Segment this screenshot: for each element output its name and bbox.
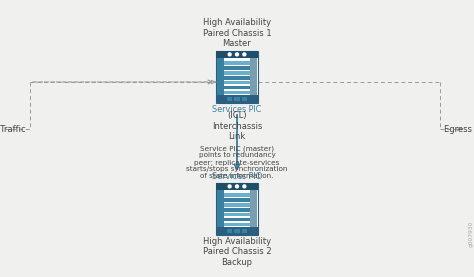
Bar [224, 223, 250, 226]
Bar [216, 95, 258, 103]
Text: (ICL)
Interchassis
Link: (ICL) Interchassis Link [212, 111, 262, 141]
Bar [224, 218, 250, 221]
Text: High Availability
Paired Chassis 1
Master: High Availability Paired Chassis 1 Maste… [203, 18, 271, 48]
Bar [250, 190, 257, 227]
Bar [242, 229, 247, 233]
Bar [216, 227, 258, 235]
Circle shape [243, 185, 246, 188]
Bar [224, 66, 250, 70]
Bar [250, 58, 257, 95]
Circle shape [236, 185, 238, 188]
Bar [224, 61, 250, 65]
Text: Services PIC: Services PIC [212, 172, 262, 181]
Bar [224, 81, 250, 84]
Bar [216, 51, 258, 103]
Bar [216, 183, 258, 235]
Text: g007930: g007930 [468, 221, 474, 247]
Bar [224, 86, 250, 89]
Text: Service PIC (master)
points to redundancy
peer; replicate-services
starts/stops : Service PIC (master) points to redundanc… [186, 145, 288, 179]
Bar [216, 183, 258, 190]
Circle shape [228, 53, 231, 56]
Bar [227, 97, 232, 101]
Text: Services PIC: Services PIC [212, 105, 262, 114]
Bar [224, 91, 250, 94]
Text: Ingress Traffic: Ingress Traffic [0, 124, 26, 134]
Bar [224, 193, 250, 197]
Bar [224, 71, 250, 75]
Bar [224, 198, 250, 202]
Bar [224, 213, 250, 216]
Text: Egress Traffic: Egress Traffic [444, 124, 474, 134]
Bar [235, 229, 239, 233]
Bar [224, 76, 250, 79]
Bar [224, 203, 250, 207]
Bar [217, 190, 224, 227]
Text: High Availability
Paired Chassis 2
Backup: High Availability Paired Chassis 2 Backu… [203, 237, 271, 267]
Circle shape [243, 53, 246, 56]
Bar [217, 58, 224, 95]
Bar [235, 97, 239, 101]
Bar [227, 229, 232, 233]
Circle shape [236, 53, 238, 56]
Bar [224, 208, 250, 212]
Bar [242, 97, 247, 101]
Bar [216, 51, 258, 58]
Circle shape [228, 185, 231, 188]
